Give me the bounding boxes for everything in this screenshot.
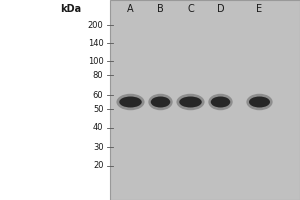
Text: E: E (256, 4, 262, 14)
Text: 20: 20 (93, 162, 104, 170)
Ellipse shape (176, 94, 205, 110)
Text: A: A (127, 4, 134, 14)
Text: 140: 140 (88, 38, 103, 47)
Text: D: D (217, 4, 224, 14)
Ellipse shape (148, 94, 173, 110)
Text: 80: 80 (93, 71, 104, 79)
Text: 100: 100 (88, 56, 103, 66)
Text: 30: 30 (93, 142, 104, 152)
Ellipse shape (151, 97, 170, 108)
Ellipse shape (249, 97, 270, 108)
Bar (0, 0, 110, 200)
Text: 60: 60 (93, 90, 104, 99)
Ellipse shape (116, 94, 145, 110)
Ellipse shape (119, 97, 142, 108)
Ellipse shape (179, 97, 202, 108)
Text: C: C (187, 4, 194, 14)
Ellipse shape (208, 94, 233, 110)
Bar (110, 0, 300, 200)
Text: 40: 40 (93, 123, 104, 132)
Text: kDa: kDa (60, 4, 81, 14)
Ellipse shape (246, 94, 273, 110)
Ellipse shape (211, 97, 230, 108)
Text: 200: 200 (88, 21, 103, 29)
Text: 50: 50 (93, 104, 104, 114)
Text: B: B (157, 4, 164, 14)
